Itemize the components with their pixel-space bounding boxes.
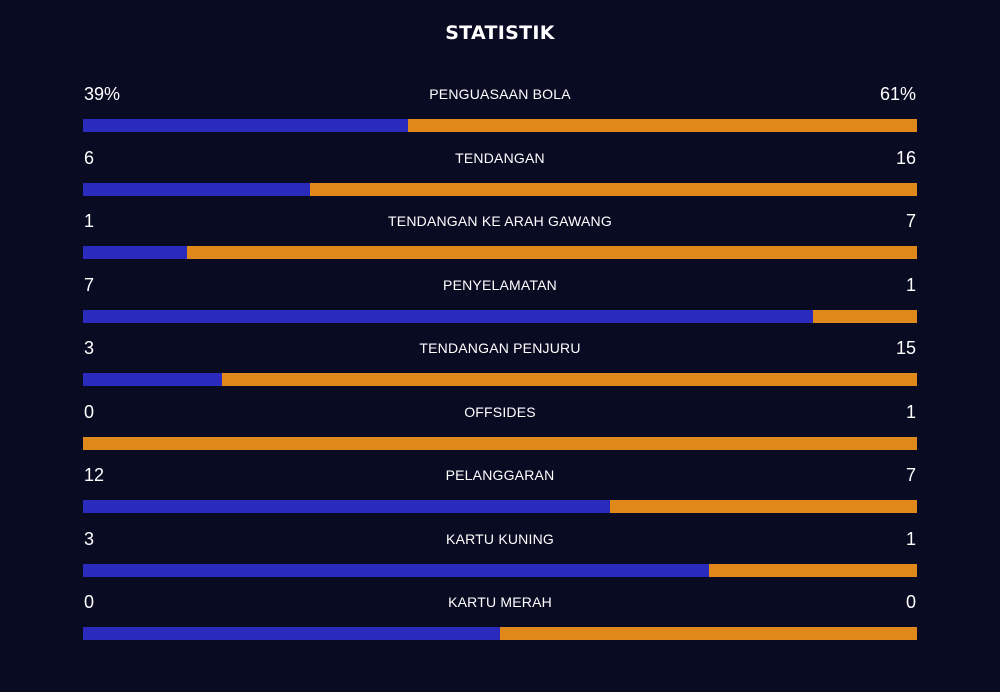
home-bar-segment [83,246,188,259]
home-value: 1 [84,211,95,231]
away-value: 1 [905,274,916,295]
stat-header: 6 TENDANGAN 16 [83,144,917,182]
stat-row: 0 KARTU MERAH 0 [83,588,917,652]
home-value: 12 [84,465,105,485]
away-value: 1 [905,528,916,549]
comparison-bar [83,373,917,386]
away-bar-segment [708,563,917,577]
stat-label: PELANGGARAN [445,467,555,483]
home-bar-segment [83,627,500,640]
comparison-bar [83,119,917,132]
stat-label: TENDANGAN [455,149,545,166]
stat-label: TENDANGAN PENJURU [419,340,581,356]
comparison-bar [83,309,917,323]
home-value: 3 [84,338,95,358]
home-value: 0 [84,401,95,422]
stat-row: 3 KARTU KUNING 1 [83,525,917,589]
stat-label: PENGUASAAN BOLA [429,86,571,102]
comparison-bar [83,563,917,577]
away-value: 16 [895,147,916,168]
stat-label: TENDANGAN KE ARAH GAWANG [388,213,612,229]
stat-row: 3 TENDANGAN PENJURU 15 [83,334,917,398]
away-value: 15 [895,338,916,358]
away-bar-segment [83,436,917,450]
away-bar-segment [222,373,917,386]
stat-header: 39% PENGUASAAN BOLA 61% [83,80,917,118]
comparison-bar [83,627,917,640]
away-value: 7 [905,465,916,485]
stat-label: OFFSIDES [464,403,536,420]
stat-row: 6 TENDANGAN 16 [83,144,917,208]
stats-list: 39% PENGUASAAN BOLA 61% 6 TENDANGAN 16 1 TENDAN… [83,80,917,652]
away-value: 61% [879,84,916,104]
away-bar-segment [500,627,917,640]
home-bar-segment [83,119,409,132]
comparison-bar [83,500,917,513]
comparison-bar [83,182,917,196]
stat-header: 0 KARTU MERAH 0 [83,588,917,626]
away-value: 0 [905,592,916,612]
away-bar-segment [812,309,917,323]
away-bar-segment [408,119,917,132]
stat-label: PENYELAMATAN [443,276,557,293]
stat-row: 1 TENDANGAN KE ARAH GAWANG 7 [83,207,917,271]
away-bar-segment [187,246,917,259]
stat-header: 7 PENYELAMATAN 1 [83,271,917,309]
away-value: 7 [905,211,916,231]
stat-label: KARTU MERAH [448,594,552,610]
stat-header: 3 TENDANGAN PENJURU 15 [83,334,917,372]
stat-header: 3 KARTU KUNING 1 [83,525,917,563]
home-value: 39% [84,84,121,104]
stat-label: KARTU KUNING [446,530,554,547]
away-value: 1 [905,401,916,422]
home-value: 7 [84,274,95,295]
home-value: 0 [84,592,95,612]
home-value: 6 [84,147,95,168]
stat-row: 12 PELANGGARAN 7 [83,461,917,525]
home-bar-segment [83,500,610,513]
home-bar-segment [83,373,222,386]
stat-row: 0 OFFSIDES 1 [83,398,917,462]
home-value: 3 [84,528,95,549]
away-bar-segment [609,500,917,513]
away-bar-segment [310,182,917,196]
comparison-bar [83,246,917,259]
stat-row: 7 PENYELAMATAN 1 [83,271,917,335]
stat-header: 12 PELANGGARAN 7 [83,461,917,499]
stat-header: 0 OFFSIDES 1 [83,398,917,436]
home-bar-segment [83,309,813,323]
home-bar-segment [83,182,311,196]
stat-header: 1 TENDANGAN KE ARAH GAWANG 7 [83,207,917,245]
stat-row: 39% PENGUASAAN BOLA 61% [83,80,917,144]
home-bar-segment [83,563,709,577]
comparison-bar [83,436,917,450]
page-title: STATISTIK [445,22,555,44]
